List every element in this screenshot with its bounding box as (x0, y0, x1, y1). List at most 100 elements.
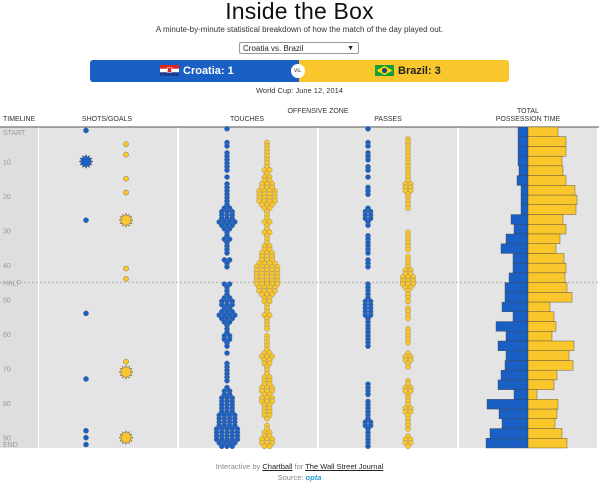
brazil-possession-bar (527, 175, 567, 186)
croatia-possession-bar (501, 301, 529, 313)
croatia-pass (365, 125, 371, 132)
brazil-pass (405, 443, 411, 450)
opta-logo: opta (305, 473, 322, 482)
match-date: World Cup: June 12, 2014 (255, 86, 343, 95)
away-score-bar (299, 60, 509, 82)
page-title: Inside the Box (225, 0, 374, 24)
wsj-link[interactable]: The Wall Street Journal (305, 462, 384, 471)
croatia-possession-bar (497, 379, 529, 390)
croatia-pass (365, 191, 371, 198)
croatia-possession-bar (497, 340, 529, 351)
brazil-pass (405, 364, 411, 370)
brazil-flag-icon (375, 64, 394, 76)
brazil-pass (405, 205, 411, 211)
croatia-possession-bar (512, 253, 529, 264)
croatia-pass (365, 222, 371, 229)
timeline-band (0, 127, 38, 448)
brazil-possession-bar (527, 360, 574, 371)
croatia-pass (365, 343, 371, 349)
brazil-pass (405, 246, 411, 253)
croatia-possession-bar (489, 428, 529, 439)
croatia-possession-bar (505, 233, 529, 244)
brazil-possession-bar (527, 165, 564, 176)
croatia-possession-bar (513, 224, 529, 235)
brazil-possession-bar (527, 438, 568, 449)
match-select[interactable]: Croatia vs. Brazil ▼ (239, 42, 359, 54)
croatia-possession-bar (505, 350, 529, 361)
timeline-label: 30 (3, 229, 11, 236)
timeline-label: 50 (3, 298, 11, 305)
brazil-pass (405, 315, 411, 322)
timeline-label: 60 (3, 332, 11, 339)
timeline-label: HALF (3, 280, 21, 287)
timeline-label: 90 (3, 436, 11, 443)
croatia-pass (365, 143, 371, 149)
chartball-link[interactable]: Chartball (262, 462, 293, 471)
croatia-touch (224, 264, 230, 270)
brazil-shot (123, 265, 129, 272)
brazil-possession-bar (527, 185, 576, 196)
timeline-label: 40 (3, 263, 11, 270)
brazil-possession-bar (527, 262, 567, 274)
timeline-label: END (3, 442, 18, 449)
brazil-touch (261, 443, 268, 450)
brazil-shot (123, 276, 129, 282)
brazil-possession-bar (527, 204, 577, 215)
croatia-possession-bar (520, 194, 529, 206)
brazil-pass (405, 426, 411, 432)
brazil-possession-bar (527, 350, 570, 361)
column-header: TIMELINE (3, 116, 36, 123)
column-header: SHOTS/GOALS (82, 116, 133, 123)
croatia-pass (365, 167, 371, 173)
footer-middle: for (292, 462, 306, 471)
brazil-touch (264, 326, 270, 332)
croatia-shot (83, 434, 89, 441)
brazil-goal (118, 212, 134, 228)
column-band (319, 127, 457, 448)
brazil-possession-bar (527, 243, 557, 254)
offensive-zone-label: OFFENSIVE ZONE (287, 108, 348, 115)
brazil-goal (118, 430, 134, 446)
croatia-possession-bar (517, 146, 529, 157)
brazil-possession-bar (527, 369, 558, 381)
column-header-possession-line2: POSSESSION TIME (496, 116, 561, 123)
match-chart: TIMELINE SHOTS/GOALS TOUCHES PASSES TOTALPOS… (0, 108, 599, 450)
croatia-possession-bar (505, 331, 529, 342)
brazil-touch (264, 415, 270, 422)
brazil-possession-bar (527, 272, 566, 283)
croatia-possession-bar (517, 136, 529, 147)
footer-credit: Interactive by Chartball for The Wall St… (0, 462, 599, 471)
away-team-score: Brazil: 3 (398, 65, 441, 77)
croatia-possession-bar (504, 292, 529, 303)
croatia-possession-bar (520, 185, 529, 196)
croatia-touch (224, 250, 230, 256)
brazil-shot (123, 151, 129, 158)
brazil-possession-bar (527, 340, 575, 351)
croatia-possession-bar (498, 408, 529, 420)
home-team: Croatia: 1 (160, 60, 234, 82)
brazil-possession-bar (527, 379, 555, 390)
away-team: Brazil: 3 (375, 60, 441, 82)
vs-badge: vs. (291, 64, 305, 78)
column-band (179, 127, 317, 448)
croatia-possession-bar (512, 262, 529, 274)
croatia-touch (224, 143, 230, 149)
croatia-shot (83, 127, 89, 134)
brazil-pass (405, 298, 411, 305)
column-band (39, 127, 177, 448)
brazil-possession-bar (527, 418, 556, 429)
timeline-label: 20 (3, 194, 11, 201)
croatia-touch (224, 350, 230, 356)
croatia-pass (365, 157, 371, 163)
croatia-possession-bar (504, 282, 529, 293)
croatia-pass (365, 250, 371, 256)
footer-source: Source: opta (0, 473, 599, 482)
brazil-possession-bar (527, 428, 563, 439)
column-header-possession-line1: TOTAL (517, 108, 539, 115)
footer-prefix: Interactive by (215, 462, 263, 471)
croatia-touch (219, 443, 225, 450)
brazil-possession-bar (527, 224, 567, 235)
croatia-possession-bar (501, 418, 529, 429)
croatia-possession-bar (510, 214, 529, 225)
croatia-shot (83, 376, 89, 382)
